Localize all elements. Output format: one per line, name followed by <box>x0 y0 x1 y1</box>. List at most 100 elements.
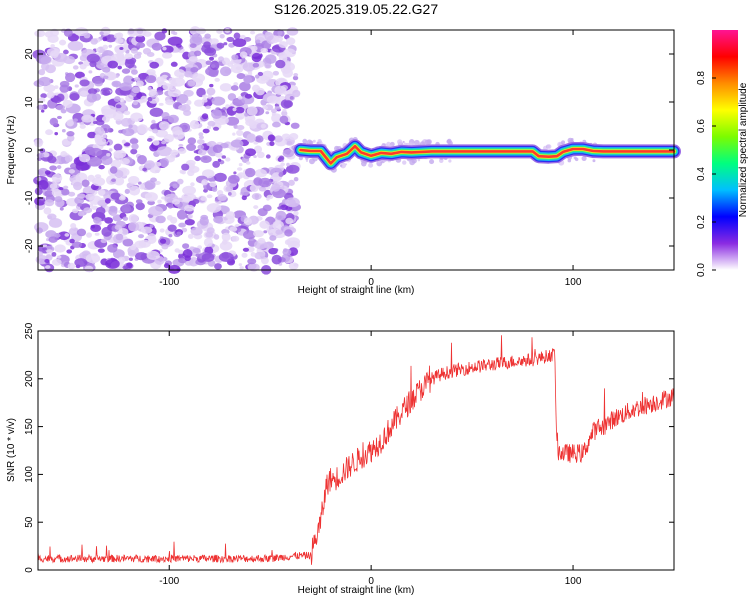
noise-speckle <box>269 141 275 147</box>
noise-speckle <box>92 177 106 187</box>
noise-speckle <box>238 263 243 267</box>
noise-speckle <box>245 161 251 165</box>
noise-speckle <box>37 251 44 257</box>
noise-speckle <box>190 67 199 73</box>
heatmap-y-tick-label: -10 <box>24 190 35 205</box>
noise-speckle <box>122 236 128 240</box>
noise-speckle <box>159 238 167 244</box>
noise-speckle <box>229 226 238 232</box>
noise-speckle <box>259 220 270 229</box>
noise-speckle <box>165 99 175 106</box>
noise-speckle <box>292 75 299 81</box>
noise-speckle <box>158 102 164 106</box>
noise-speckle <box>51 173 63 183</box>
noise-speckle <box>105 258 120 269</box>
noise-speckle <box>55 104 65 111</box>
noise-speckle <box>200 196 207 201</box>
noise-speckle <box>176 93 189 104</box>
noise-speckle <box>124 53 133 60</box>
noise-speckle <box>34 30 46 38</box>
noise-speckle <box>278 41 288 49</box>
noise-speckle <box>265 154 271 159</box>
noise-speckle <box>196 139 205 145</box>
noise-speckle <box>172 183 178 189</box>
noise-speckle <box>284 197 300 208</box>
noise-speckle <box>170 30 176 35</box>
noise-speckle <box>115 104 122 109</box>
noise-speckle <box>187 137 197 145</box>
noise-speckle <box>43 207 52 215</box>
noise-speckle <box>112 111 124 122</box>
noise-speckle <box>44 199 55 207</box>
noise-speckle <box>130 69 138 75</box>
signal-halo <box>448 159 452 163</box>
noise-speckle <box>206 194 213 199</box>
noise-speckle <box>114 37 124 44</box>
noise-speckle <box>122 230 128 235</box>
noise-speckle <box>161 243 169 250</box>
noise-speckle <box>266 95 279 104</box>
noise-speckle <box>39 148 46 154</box>
noise-speckle <box>94 137 107 146</box>
noise-speckle <box>94 232 100 236</box>
noise-speckle <box>269 235 277 241</box>
noise-speckle <box>198 135 205 140</box>
noise-speckle <box>225 157 231 162</box>
noise-speckle <box>94 126 105 136</box>
noise-speckle <box>86 232 93 238</box>
noise-speckle <box>159 157 169 168</box>
noise-speckle <box>185 159 196 167</box>
noise-speckle <box>147 86 152 91</box>
noise-speckle <box>60 188 70 196</box>
noise-speckle <box>109 166 118 174</box>
noise-speckle <box>138 234 145 239</box>
noise-speckle <box>231 54 239 61</box>
noise-speckle <box>210 64 216 69</box>
noise-speckle <box>151 119 156 124</box>
noise-speckle <box>135 202 145 211</box>
noise-speckle <box>190 227 203 236</box>
noise-speckle <box>206 203 222 213</box>
signal-halo <box>339 164 343 167</box>
noise-speckle <box>38 76 52 87</box>
noise-speckle <box>201 113 209 120</box>
noise-speckle <box>209 181 217 188</box>
noise-speckle <box>113 150 127 159</box>
noise-speckle <box>207 94 212 99</box>
noise-speckle <box>254 89 259 93</box>
noise-speckle <box>45 230 57 239</box>
noise-speckle <box>135 80 144 87</box>
noise-speckle <box>45 129 54 136</box>
noise-speckle <box>68 169 75 174</box>
noise-speckle <box>176 231 182 236</box>
noise-speckle <box>253 205 259 209</box>
noise-speckle <box>283 48 296 58</box>
noise-speckle <box>154 180 161 186</box>
noise-speckle <box>181 195 192 203</box>
noise-speckle <box>114 224 122 230</box>
noise-speckle <box>50 44 55 48</box>
noise-speckle <box>134 252 148 261</box>
noise-speckle <box>212 126 220 131</box>
noise-speckle <box>128 124 133 129</box>
colorbar: 0.0 0.2 0.4 0.6 0.8 Normalized spectral ampl… <box>696 30 749 277</box>
noise-speckle <box>102 44 109 50</box>
noise-speckle <box>274 105 281 110</box>
noise-speckle <box>79 153 91 163</box>
noise-speckle <box>51 258 62 266</box>
noise-speckle <box>190 182 195 187</box>
noise-speckle <box>51 251 57 257</box>
noise-speckle <box>237 96 243 100</box>
noise-speckle <box>212 144 223 153</box>
snr-y-tick-label: 0 <box>24 567 35 573</box>
noise-speckle <box>215 151 223 158</box>
noise-speckle <box>90 224 96 229</box>
noise-speckle <box>236 72 246 80</box>
signal-halo <box>561 140 566 145</box>
noise-speckle <box>278 155 285 161</box>
noise-speckle <box>288 133 299 141</box>
noise-speckle <box>191 33 203 43</box>
noise-speckle <box>178 143 184 148</box>
snr-x-axis-label: Height of straight line (km) <box>298 585 415 596</box>
noise-speckle <box>154 31 166 41</box>
